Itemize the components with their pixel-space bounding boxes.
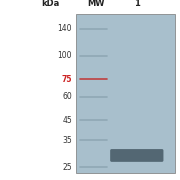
Text: 100: 100 <box>57 51 72 60</box>
Text: 140: 140 <box>57 24 72 33</box>
FancyBboxPatch shape <box>110 149 163 162</box>
Text: MW: MW <box>87 0 105 8</box>
Text: 1: 1 <box>134 0 140 8</box>
Text: 45: 45 <box>62 116 72 125</box>
Text: 60: 60 <box>62 93 72 102</box>
Text: 75: 75 <box>62 75 72 84</box>
Text: 25: 25 <box>62 163 72 172</box>
Text: kDa: kDa <box>41 0 60 8</box>
Bar <box>76 14 175 173</box>
Text: 35: 35 <box>62 136 72 145</box>
